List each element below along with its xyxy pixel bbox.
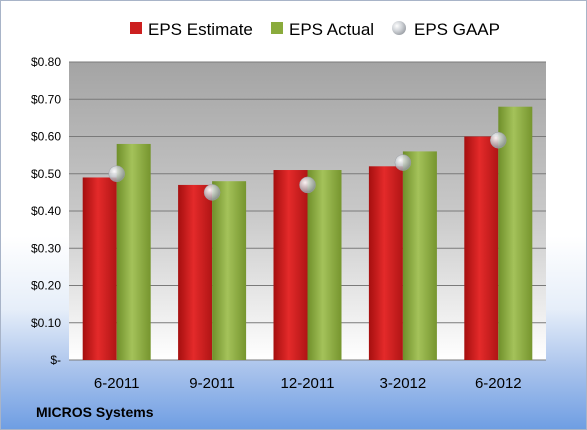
bars: [82, 106, 533, 360]
bar-eps-estimate: [368, 166, 403, 360]
marker-eps-gaap: [394, 154, 412, 171]
x-tick-label: 3-2012: [380, 375, 427, 392]
y-tick-label: $0.10: [31, 316, 61, 330]
bar-eps-actual: [307, 170, 342, 360]
x-tick-label: 6-2011: [94, 375, 140, 392]
gaap-markers: [108, 131, 507, 201]
y-tick-label: $0.70: [31, 92, 61, 106]
legend-swatch-gaap: [392, 21, 406, 35]
x-tick-label: 12-2011: [281, 375, 335, 392]
legend-label-estimate: EPS Estimate: [148, 20, 253, 39]
marker-eps-gaap: [108, 165, 125, 182]
marker-eps-gaap: [490, 131, 507, 149]
y-tick-label: $0.50: [31, 167, 61, 181]
x-tick-label: 9-2011: [189, 375, 235, 392]
legend-swatch-actual: [271, 22, 283, 34]
bar-eps-actual: [498, 106, 533, 360]
y-tick-label: $0.30: [31, 241, 61, 255]
company-name: MICROS Systems: [36, 404, 154, 420]
legend-label-gaap: EPS GAAP: [414, 20, 500, 39]
bar-eps-estimate: [464, 136, 499, 360]
y-tick-label: $0.60: [31, 130, 61, 144]
legend: EPS Estimate EPS Actual EPS GAAP: [130, 20, 500, 39]
bar-eps-actual: [212, 181, 247, 360]
y-tick-label: $0.20: [31, 279, 61, 293]
bar-eps-estimate: [273, 170, 308, 360]
bar-eps-estimate: [178, 184, 213, 360]
marker-eps-gaap: [299, 176, 316, 194]
y-tick-label: $0.40: [31, 204, 61, 218]
bar-eps-estimate: [82, 177, 117, 360]
bar-eps-actual: [402, 151, 437, 360]
y-tick-label: $0.80: [31, 55, 61, 69]
bar-eps-actual: [116, 143, 151, 360]
y-tick-label: $-: [50, 353, 61, 367]
x-tick-label: 6-2012: [475, 375, 522, 392]
legend-swatch-estimate: [130, 22, 142, 34]
y-axis-ticks: $- $0.10 $0.20 $0.30 $0.40 $0.50 $0.60 $0.70 $0.…: [31, 55, 61, 367]
x-axis-labels: 6-2011 9-2011 12-2011 3-2012 6-2012: [94, 375, 522, 392]
marker-eps-gaap: [203, 184, 221, 201]
legend-label-actual: EPS Actual: [289, 20, 374, 39]
